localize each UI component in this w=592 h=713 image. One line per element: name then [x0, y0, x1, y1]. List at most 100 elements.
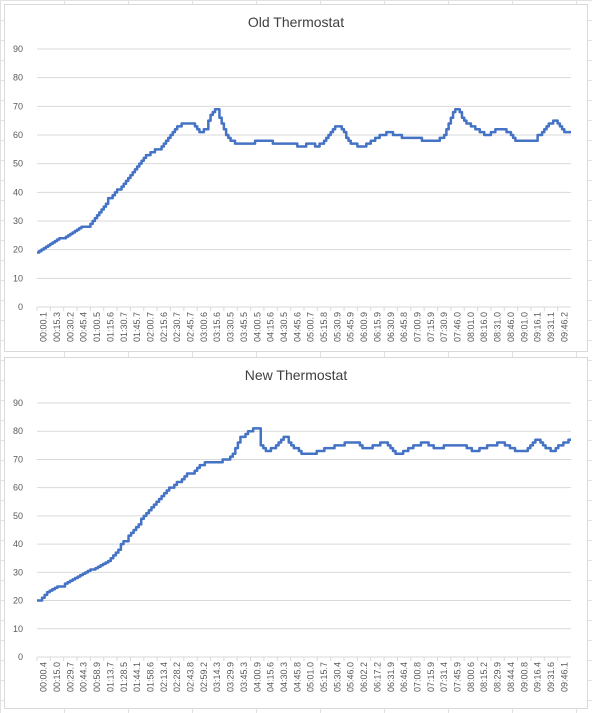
x-tick-label: 00:29.7 [65, 662, 75, 692]
x-tick-label: 01:15.6 [105, 312, 115, 342]
series-line [37, 427, 571, 602]
x-tick-label: 07:15.9 [426, 312, 436, 342]
x-tick-label: 02:13.4 [159, 662, 169, 692]
x-tick-label: 06:02.2 [359, 662, 369, 692]
x-tick-label: 09:46.2 [559, 312, 569, 342]
x-tick-label: 05:15.8 [319, 312, 329, 342]
x-tick-label: 04:00.9 [252, 662, 262, 692]
x-tick-label: 08:31.0 [493, 312, 503, 342]
x-tick-label: 03:45.5 [239, 312, 249, 342]
x-tick-label: 02:00.7 [145, 312, 155, 342]
x-tick-label: 07:30.9 [439, 312, 449, 342]
x-tick-label: 05:46.0 [346, 662, 356, 692]
y-tick-label: 70 [13, 101, 23, 111]
x-tick-label: 08:00.6 [466, 662, 476, 692]
x-tick-label: 03:45.3 [239, 662, 249, 692]
old-thermostat-plot: 0 10 20 30 40 50 60 70 80 90 00:00.1 00:15.3 00:30.2… [13, 44, 571, 342]
x-tick-label: 01:58.6 [145, 662, 155, 692]
x-tick-label: 04:15.6 [266, 662, 276, 692]
x-tick-label: 07:45.9 [453, 662, 463, 692]
x-tick-label: 09:31.1 [546, 312, 556, 342]
x-tick-label: 06:30.9 [386, 312, 396, 342]
x-tick-label: 01:13.7 [105, 662, 115, 692]
x-tick-label: 07:46.0 [453, 312, 463, 342]
y-tick-label: 30 [13, 567, 23, 577]
x-tick-label: 01:00.5 [92, 312, 102, 342]
x-tick-label: 05:30.4 [332, 662, 342, 692]
x-tick-label: 08:44.4 [506, 662, 516, 692]
x-tick-label: 02:43.8 [186, 662, 196, 692]
x-tick-label: 05:45.9 [346, 312, 356, 342]
x-tick-label: 02:15.6 [159, 312, 169, 342]
y-tick-label: 0 [18, 302, 23, 312]
x-tick-label: 09:16.1 [533, 312, 543, 342]
x-tick-label: 03:14.3 [212, 662, 222, 692]
y-tick-label: 40 [13, 187, 23, 197]
y-tick-label: 10 [13, 273, 23, 283]
y-tick-label: 50 [13, 159, 23, 169]
x-tick-label: 03:30.5 [226, 312, 236, 342]
x-tick-label: 06:46.4 [399, 662, 409, 692]
x-tick-label: 00:15.3 [52, 312, 62, 342]
x-tick-label: 07:00.9 [412, 312, 422, 342]
x-tick-label: 00:58.9 [92, 662, 102, 692]
x-tick-label: 00:15.0 [52, 662, 62, 692]
x-tick-label: 07:00.8 [412, 662, 422, 692]
y-tick-label: 0 [18, 652, 23, 662]
x-tick-label: 02:59.2 [199, 662, 209, 692]
x-tick-label: 04:30.5 [279, 312, 289, 342]
x-tick-label: 08:16.0 [479, 312, 489, 342]
new-thermostat-chart[interactable]: New Thermostat 0 10 20 30 40 50 60 70 80 90 00:00.… [4, 357, 588, 709]
y-tick-label: 10 [13, 624, 23, 634]
x-tick-label: 05:00.7 [306, 312, 316, 342]
x-tick-label: 06:00.9 [359, 312, 369, 342]
y-tick-label: 90 [13, 44, 23, 54]
y-tick-label: 60 [13, 483, 23, 493]
y-tick-label: 60 [13, 130, 23, 140]
chart-title: Old Thermostat [247, 14, 345, 30]
x-tick-label: 07:31.4 [439, 662, 449, 692]
x-tick-label: 09:31.6 [546, 662, 556, 692]
y-tick-label: 50 [13, 511, 23, 521]
x-tick-label: 01:44.1 [132, 662, 142, 692]
x-tick-label: 04:45.6 [292, 312, 302, 342]
x-tick-label: 05:15.7 [319, 662, 329, 692]
x-tick-label: 05:30.9 [332, 312, 342, 342]
x-tick-label: 02:45.7 [186, 312, 196, 342]
x-tick-label: 00:30.2 [65, 312, 75, 342]
y-tick-label: 80 [13, 73, 23, 83]
y-tick-label: 20 [13, 245, 23, 255]
x-tick-label: 02:28.2 [172, 662, 182, 692]
x-tick-label: 08:01.0 [466, 312, 476, 342]
x-tick-label: 00:44.3 [79, 662, 89, 692]
x-tick-label: 00:00.4 [39, 662, 49, 692]
x-tick-label: 06:17.2 [372, 662, 382, 692]
x-tick-label: 03:29.9 [226, 662, 236, 692]
x-tick-label: 01:30.7 [119, 312, 129, 342]
y-tick-label: 90 [13, 398, 23, 408]
x-tick-label: 08:15.2 [479, 662, 489, 692]
x-tick-label: 06:45.8 [399, 312, 409, 342]
x-tick-label: 09:00.8 [519, 662, 529, 692]
x-tick-label: 03:00.6 [199, 312, 209, 342]
x-tick-label: 04:30.3 [279, 662, 289, 692]
x-tick-label: 04:45.8 [292, 662, 302, 692]
y-tick-label: 80 [13, 426, 23, 436]
x-tick-label: 07:15.9 [426, 662, 436, 692]
y-tick-label: 30 [13, 216, 23, 226]
x-tick-label: 00:00.1 [39, 312, 49, 342]
new-thermostat-plot: 0 10 20 30 40 50 60 70 80 90 00:00.4 00:15.0 00:29.7… [13, 398, 571, 692]
chart-title: New Thermostat [244, 367, 348, 383]
x-tick-label: 06:31.9 [386, 662, 396, 692]
x-tick-label: 09:16.4 [533, 662, 543, 692]
old-thermostat-chart[interactable]: Old Thermostat 0 10 20 30 40 50 60 70 80 90 00:00.… [4, 4, 588, 352]
y-tick-label: 20 [13, 596, 23, 606]
x-tick-label: 08:46.0 [506, 312, 516, 342]
x-tick-label: 00:45.4 [79, 312, 89, 342]
x-tick-label: 02:30.7 [172, 312, 182, 342]
x-tick-label: 09:46.1 [559, 662, 569, 692]
x-tick-label: 06:15.9 [372, 312, 382, 342]
y-tick-label: 40 [13, 539, 23, 549]
series-line [37, 107, 571, 254]
x-tick-label: 01:28.5 [119, 662, 129, 692]
